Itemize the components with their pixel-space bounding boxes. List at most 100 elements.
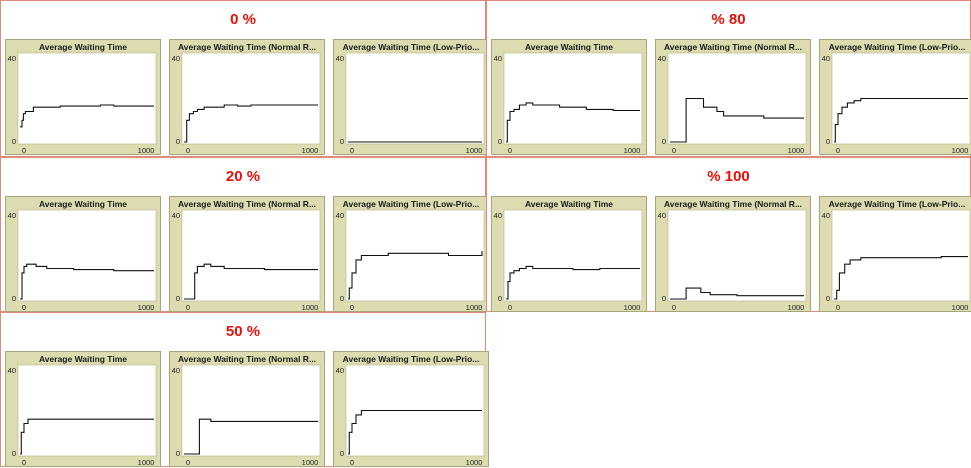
- y-tick-label-min: 0: [662, 137, 666, 146]
- y-tick-label-min: 0: [340, 449, 344, 458]
- panel-50-percent: 50 % Average Waiting Time 40 0 0 1000 Average …: [0, 312, 489, 467]
- series-line: [670, 287, 804, 300]
- x-tick-label-max: 1000: [138, 146, 155, 155]
- x-tick-label-min: 0: [22, 146, 26, 155]
- plot-area: [17, 52, 157, 145]
- plot-svg: 40 00 1000: [336, 209, 485, 312]
- plot-svg: 40 00 1000: [494, 52, 643, 155]
- plot-svg: 40 00 1000: [8, 209, 157, 312]
- y-tick-label-min: 0: [12, 294, 16, 303]
- plot-svg: 40 00 1000: [336, 52, 485, 155]
- plot-1: Average Waiting Time (Normal R... 40 0 0 100…: [169, 351, 325, 467]
- plot-area: [17, 209, 157, 302]
- y-tick-label-max: 40: [822, 211, 830, 220]
- x-tick-label-min: 0: [508, 146, 512, 155]
- x-tick-label-max: 1000: [302, 146, 319, 155]
- plot-svg: 40 00 1000: [336, 364, 485, 467]
- plot-area: [503, 209, 643, 302]
- series-line: [20, 418, 154, 455]
- plot-svg: 40 00 1000: [172, 364, 321, 467]
- series-line: [184, 104, 318, 143]
- y-tick-label-max: 40: [336, 366, 344, 375]
- x-tick-label-min: 0: [186, 303, 190, 312]
- x-tick-label-min: 0: [672, 303, 676, 312]
- plot-0: Average Waiting Time 40 0 0 1000: [5, 351, 161, 467]
- plot-area: [181, 364, 321, 457]
- y-tick-label-min: 0: [826, 137, 830, 146]
- y-tick-label-max: 40: [494, 211, 502, 220]
- y-tick-label-min: 0: [662, 294, 666, 303]
- x-tick-label-min: 0: [508, 303, 512, 312]
- series-line: [184, 418, 318, 455]
- x-tick-label-max: 1000: [952, 303, 969, 312]
- plot-svg: 40 00 1000: [172, 52, 321, 155]
- plot-area: [345, 52, 485, 145]
- plot-area: [667, 209, 807, 302]
- x-tick-label-min: 0: [186, 458, 190, 467]
- plot-svg: 40 00 1000: [172, 209, 321, 312]
- x-tick-label-min: 0: [836, 146, 840, 155]
- y-tick-label-min: 0: [12, 449, 16, 458]
- series-line: [506, 102, 640, 143]
- series-line: [184, 263, 318, 300]
- x-tick-label-max: 1000: [952, 146, 969, 155]
- series-line: [348, 251, 483, 300]
- plot-2: Average Waiting Time (Low-Prio... 40 0 0 100…: [333, 196, 489, 312]
- x-tick-label-min: 0: [350, 303, 354, 312]
- y-tick-label-min: 0: [340, 137, 344, 146]
- panel-title: % 80: [711, 11, 746, 28]
- plot-area: [503, 52, 643, 145]
- plot-2: Average Waiting Time (Low-Prio... 40 0 0 100…: [819, 196, 971, 312]
- plot-1: Average Waiting Time (Normal R... 40 0 0 100…: [655, 39, 811, 155]
- series-line: [834, 256, 968, 300]
- y-tick-label-min: 0: [826, 294, 830, 303]
- x-tick-label-max: 1000: [466, 458, 483, 467]
- x-tick-label-min: 0: [836, 303, 840, 312]
- y-tick-label-max: 40: [172, 211, 180, 220]
- plot-0: Average Waiting Time 40 0 0 1000: [491, 196, 647, 312]
- y-tick-label-max: 40: [494, 54, 502, 63]
- y-tick-label-max: 40: [822, 54, 830, 63]
- y-tick-label-min: 0: [176, 449, 180, 458]
- panel-title: % 100: [707, 168, 750, 185]
- series-line: [834, 97, 968, 143]
- panel-title: 50 %: [225, 323, 261, 340]
- series-line: [348, 409, 482, 455]
- y-tick-label-max: 40: [658, 211, 666, 220]
- panel-80-percent: % 80 Average Waiting Time 40 0 0 1000 Average …: [486, 0, 971, 157]
- panel-100-percent: % 100 Average Waiting Time 40 0 0 1000 Average…: [486, 157, 971, 312]
- x-tick-label-max: 1000: [466, 146, 483, 155]
- y-tick-label-min: 0: [176, 137, 180, 146]
- x-tick-label-min: 0: [22, 303, 26, 312]
- x-tick-label-max: 1000: [624, 146, 641, 155]
- x-tick-label-min: 0: [672, 146, 676, 155]
- plot-svg: 40 00 1000: [8, 364, 157, 467]
- y-tick-label-min: 0: [498, 137, 502, 146]
- plot-svg: 40 00 1000: [494, 209, 643, 312]
- x-tick-label-min: 0: [350, 458, 354, 467]
- plot-svg: 40 00 1000: [822, 52, 971, 155]
- x-tick-label-max: 1000: [302, 303, 319, 312]
- x-tick-label-min: 0: [22, 458, 26, 467]
- plot-2: Average Waiting Time (Low-Prio... 40 0 0 100…: [333, 39, 489, 155]
- y-tick-label-max: 40: [336, 211, 344, 220]
- y-tick-label-max: 40: [172, 54, 180, 63]
- series-line: [20, 263, 154, 300]
- plot-0: Average Waiting Time 40 0 0 1000: [5, 39, 161, 155]
- series-line: [670, 97, 804, 143]
- x-tick-label-min: 0: [186, 146, 190, 155]
- panel-20-percent: 20 % Average Waiting Time 40 0 0 1000 Average …: [0, 157, 489, 312]
- y-tick-label-max: 40: [336, 54, 344, 63]
- series-line: [20, 104, 154, 128]
- plot-svg: 40 00 1000: [658, 209, 807, 312]
- plot-2: Average Waiting Time (Low-Prio... 40 0 0 100…: [819, 39, 971, 155]
- y-tick-label-max: 40: [172, 366, 180, 375]
- y-tick-label-max: 40: [8, 211, 16, 220]
- plot-0: Average Waiting Time 40 0 0 1000: [491, 39, 647, 155]
- y-tick-label-max: 40: [658, 54, 666, 63]
- plot-area: [831, 209, 971, 302]
- x-tick-label-max: 1000: [788, 146, 805, 155]
- series-line: [506, 265, 640, 300]
- y-tick-label-min: 0: [12, 137, 16, 146]
- plot-svg: 40 00 1000: [658, 52, 807, 155]
